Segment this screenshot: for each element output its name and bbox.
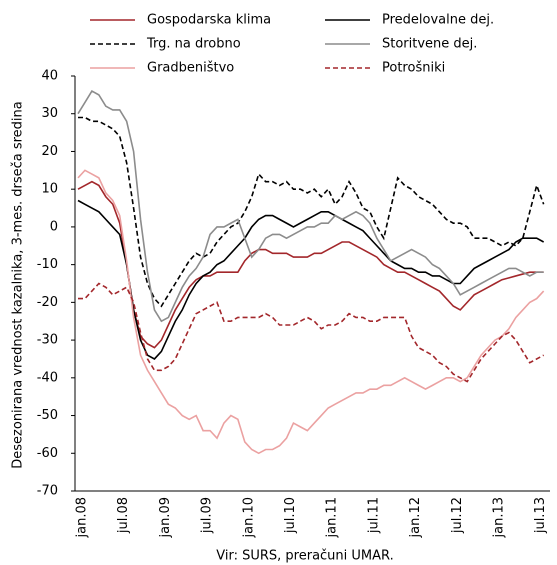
series-line: [78, 116, 545, 308]
y-tick-label: -30: [37, 333, 58, 348]
y-tick-label: 0: [50, 219, 58, 234]
legend-label: Gospodarska klima: [147, 13, 271, 28]
legend-label: Potrošniki: [382, 61, 445, 76]
y-tick-label: -50: [37, 408, 58, 423]
y-tick-label: -60: [37, 446, 58, 461]
series-line: [77, 169, 545, 455]
series-line: [77, 199, 545, 360]
x-tick-label: jul.11: [366, 497, 381, 534]
x-tick-label: jul.13: [533, 497, 548, 534]
y-tick-label: 30: [41, 106, 58, 121]
x-tick-label: jan.11: [325, 497, 340, 539]
x-tick-label: jul.12: [450, 497, 465, 534]
x-tick-label: jul.08: [116, 497, 131, 534]
y-tick-label: 40: [41, 69, 58, 84]
y-tick-label: -10: [37, 257, 58, 272]
x-tick-label: jan.12: [408, 497, 423, 539]
x-tick-label: jul.09: [200, 497, 215, 534]
legend-label: Trg. na drobno: [146, 37, 241, 52]
legend-label: Predelovalne dej.: [382, 13, 494, 28]
y-axis-title: Desezonirana vrednost kazalnika, 3-mes. …: [11, 101, 26, 468]
legend-label: Gradbeništvo: [147, 61, 234, 76]
x-tick-label: jan.08: [75, 497, 90, 539]
y-tick-label: -20: [37, 295, 58, 310]
y-tick-label: -40: [37, 370, 58, 385]
y-tick-label: 20: [41, 144, 58, 159]
x-tick-label: jan.13: [492, 497, 507, 539]
x-tick-label: jan.09: [158, 497, 173, 539]
source-note: Vir: SURS, preračuni UMAR.: [216, 549, 393, 564]
legend-label: Storitvene dej.: [382, 37, 477, 52]
x-tick-label: jul.10: [283, 497, 298, 534]
series-line: [77, 90, 544, 323]
y-tick-label: 10: [41, 182, 58, 197]
x-tick-label: jan.10: [241, 497, 256, 539]
y-tick-label: -70: [37, 484, 58, 499]
series-line: [77, 180, 544, 349]
series-line: [78, 282, 545, 383]
